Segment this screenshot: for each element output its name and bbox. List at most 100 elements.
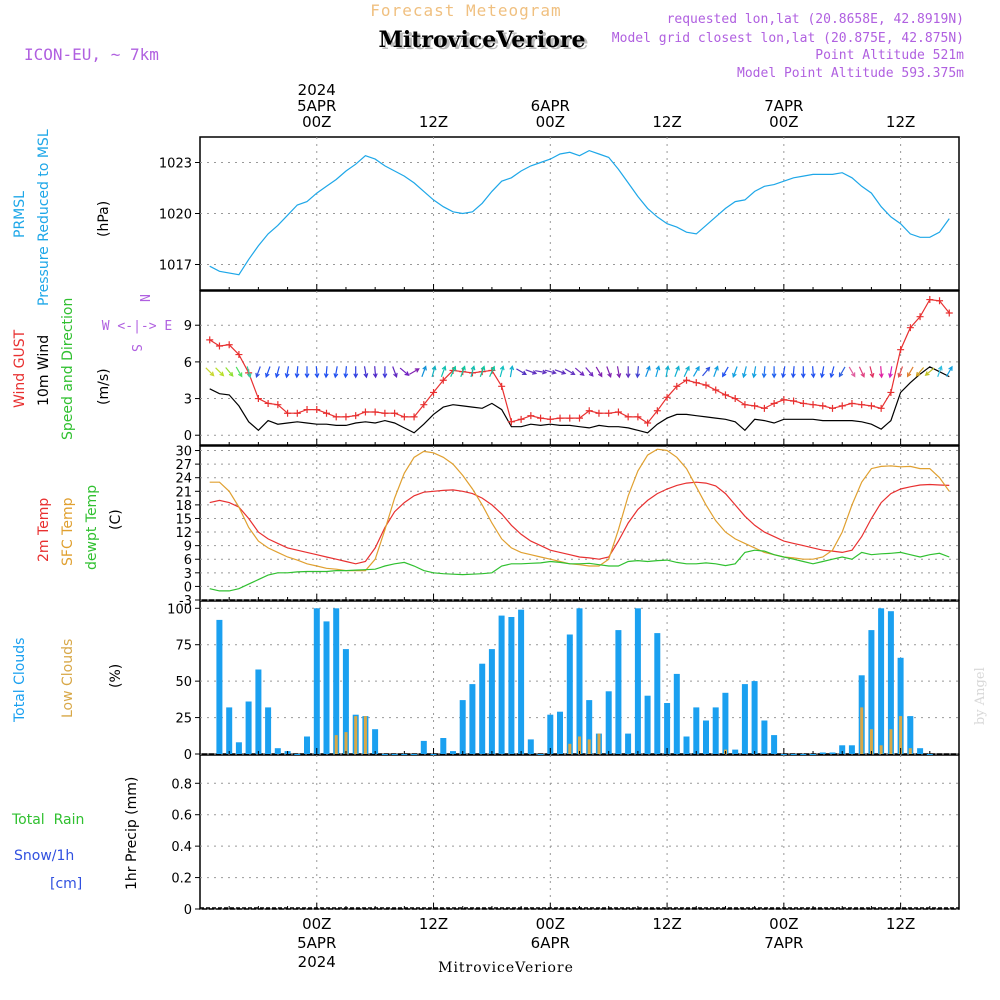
gust-point	[546, 415, 554, 423]
total-cloud-bar	[839, 745, 846, 754]
total-cloud-bar	[391, 754, 398, 755]
wind-arrow	[460, 365, 466, 378]
gust-point	[361, 408, 369, 416]
low-cloud-bar	[908, 748, 912, 754]
gust-point	[342, 413, 350, 421]
wind-arrow	[937, 365, 943, 378]
gust-point	[848, 399, 856, 407]
wind-arrow	[924, 367, 935, 377]
total-cloud-bar	[411, 754, 418, 755]
total-cloud-bar	[372, 729, 379, 754]
wind-gust-line	[209, 298, 950, 424]
wind-arrow	[713, 365, 719, 378]
wind-arrow	[399, 367, 410, 377]
sfc-temp-line	[209, 448, 950, 572]
total-cloud-bar	[664, 703, 671, 754]
ytick-label-precip: 0.4	[171, 840, 192, 855]
gust-point	[254, 395, 262, 403]
gust-point	[790, 397, 798, 405]
precip-label-snow: Snow/1h	[14, 848, 74, 864]
wind-arrow	[800, 366, 806, 379]
dewpt-temp-line	[209, 549, 950, 592]
ytick-label-temperature: 24	[175, 472, 192, 487]
gust-point	[410, 413, 418, 421]
total-cloud-bar	[469, 684, 476, 754]
ytick-label-pressure: 1017	[159, 259, 192, 274]
gust-point	[731, 395, 739, 403]
ytick-label-clouds: 100	[167, 602, 192, 617]
wind-arrow	[829, 366, 835, 379]
gust-point	[887, 388, 895, 396]
wind-arrow	[869, 366, 875, 379]
total-cloud-bar	[829, 752, 836, 754]
footer-station: MitroviceVeriore	[438, 960, 574, 976]
precip-unit: 1hr Precip (mm)	[124, 777, 140, 890]
total-cloud-bar	[654, 633, 661, 754]
gust-point	[566, 414, 574, 422]
wind-arrow	[635, 366, 641, 379]
total-cloud-bar	[615, 630, 622, 754]
cloud-labels: Total Clouds Low Clouds (%)	[12, 638, 124, 723]
gust-point	[945, 309, 953, 317]
total-cloud-bar	[498, 615, 505, 754]
total-cloud-bar	[304, 736, 310, 754]
total-cloud-bar	[479, 663, 486, 754]
gust-point	[400, 413, 408, 421]
wind-arrow	[215, 367, 225, 377]
wind-arrow	[606, 366, 612, 378]
gust-point	[215, 342, 223, 350]
cloud-unit: (%)	[108, 664, 124, 688]
wind-arrow	[265, 366, 271, 378]
total-cloud-bar	[557, 711, 563, 754]
time-label-top: 6APR	[531, 97, 570, 115]
wind-arrow	[516, 368, 527, 376]
total-cloud-bar	[848, 745, 855, 754]
low-cloud-bar	[869, 729, 873, 754]
total-cloud-bar	[712, 707, 719, 754]
total-cloud-bar	[488, 649, 495, 754]
total-cloud-bar	[810, 754, 816, 755]
temp-label-2m: 2m Temp	[36, 498, 52, 562]
wind-arrow	[585, 367, 594, 377]
temp-label-dewpt: dewpt Temp	[84, 485, 100, 570]
gust-point	[507, 418, 515, 426]
total-cloud-bar	[897, 657, 904, 754]
ytick-label-temperature: 18	[175, 499, 192, 514]
low-cloud-bar	[879, 745, 883, 754]
requested-coords: requested lon,lat (20.8658E, 42.8919N)	[667, 12, 964, 27]
gust-point	[605, 409, 613, 417]
wind-arrow	[499, 365, 505, 378]
wind-arrow	[674, 365, 680, 378]
cloud-label-total: Total Clouds	[12, 638, 28, 723]
gust-point	[303, 406, 311, 414]
total-cloud-bar	[741, 684, 748, 754]
wind-arrow	[906, 366, 914, 378]
gust-point	[809, 401, 817, 409]
forecast-title: Forecast Meteogram	[370, 1, 561, 20]
wind-arrow	[440, 365, 447, 378]
wind-arrow	[489, 365, 496, 377]
gust-point	[906, 324, 914, 332]
wind-arrow	[781, 366, 786, 379]
total-cloud-bar	[245, 701, 252, 754]
temp-label-sfc: SFC Temp	[60, 497, 76, 566]
gust-point	[517, 415, 525, 423]
wind-label-speed-dir: Speed and Direction	[60, 298, 76, 440]
gust-point	[644, 419, 652, 427]
total-cloud-bar	[771, 735, 778, 754]
wind-arrow	[382, 366, 388, 379]
gust-point	[858, 401, 866, 409]
pressure-labels: PRMSL Pressure Reduced to MSL (hPa)	[12, 129, 112, 306]
time-label-bottom: 12Z	[419, 915, 448, 933]
wind-labels: Wind GUST 10m Wind Speed and Direction (…	[12, 294, 172, 440]
total-cloud-bar	[790, 754, 797, 755]
total-cloud-bar	[226, 707, 233, 754]
gust-point	[877, 404, 885, 412]
wind-arrow	[702, 366, 711, 377]
gust-point	[780, 396, 788, 404]
gust-point	[381, 409, 389, 417]
low-cloud-bar	[578, 736, 581, 754]
gust-point	[614, 408, 622, 416]
total-cloud-bar	[800, 754, 807, 755]
wind-arrow	[294, 366, 300, 379]
